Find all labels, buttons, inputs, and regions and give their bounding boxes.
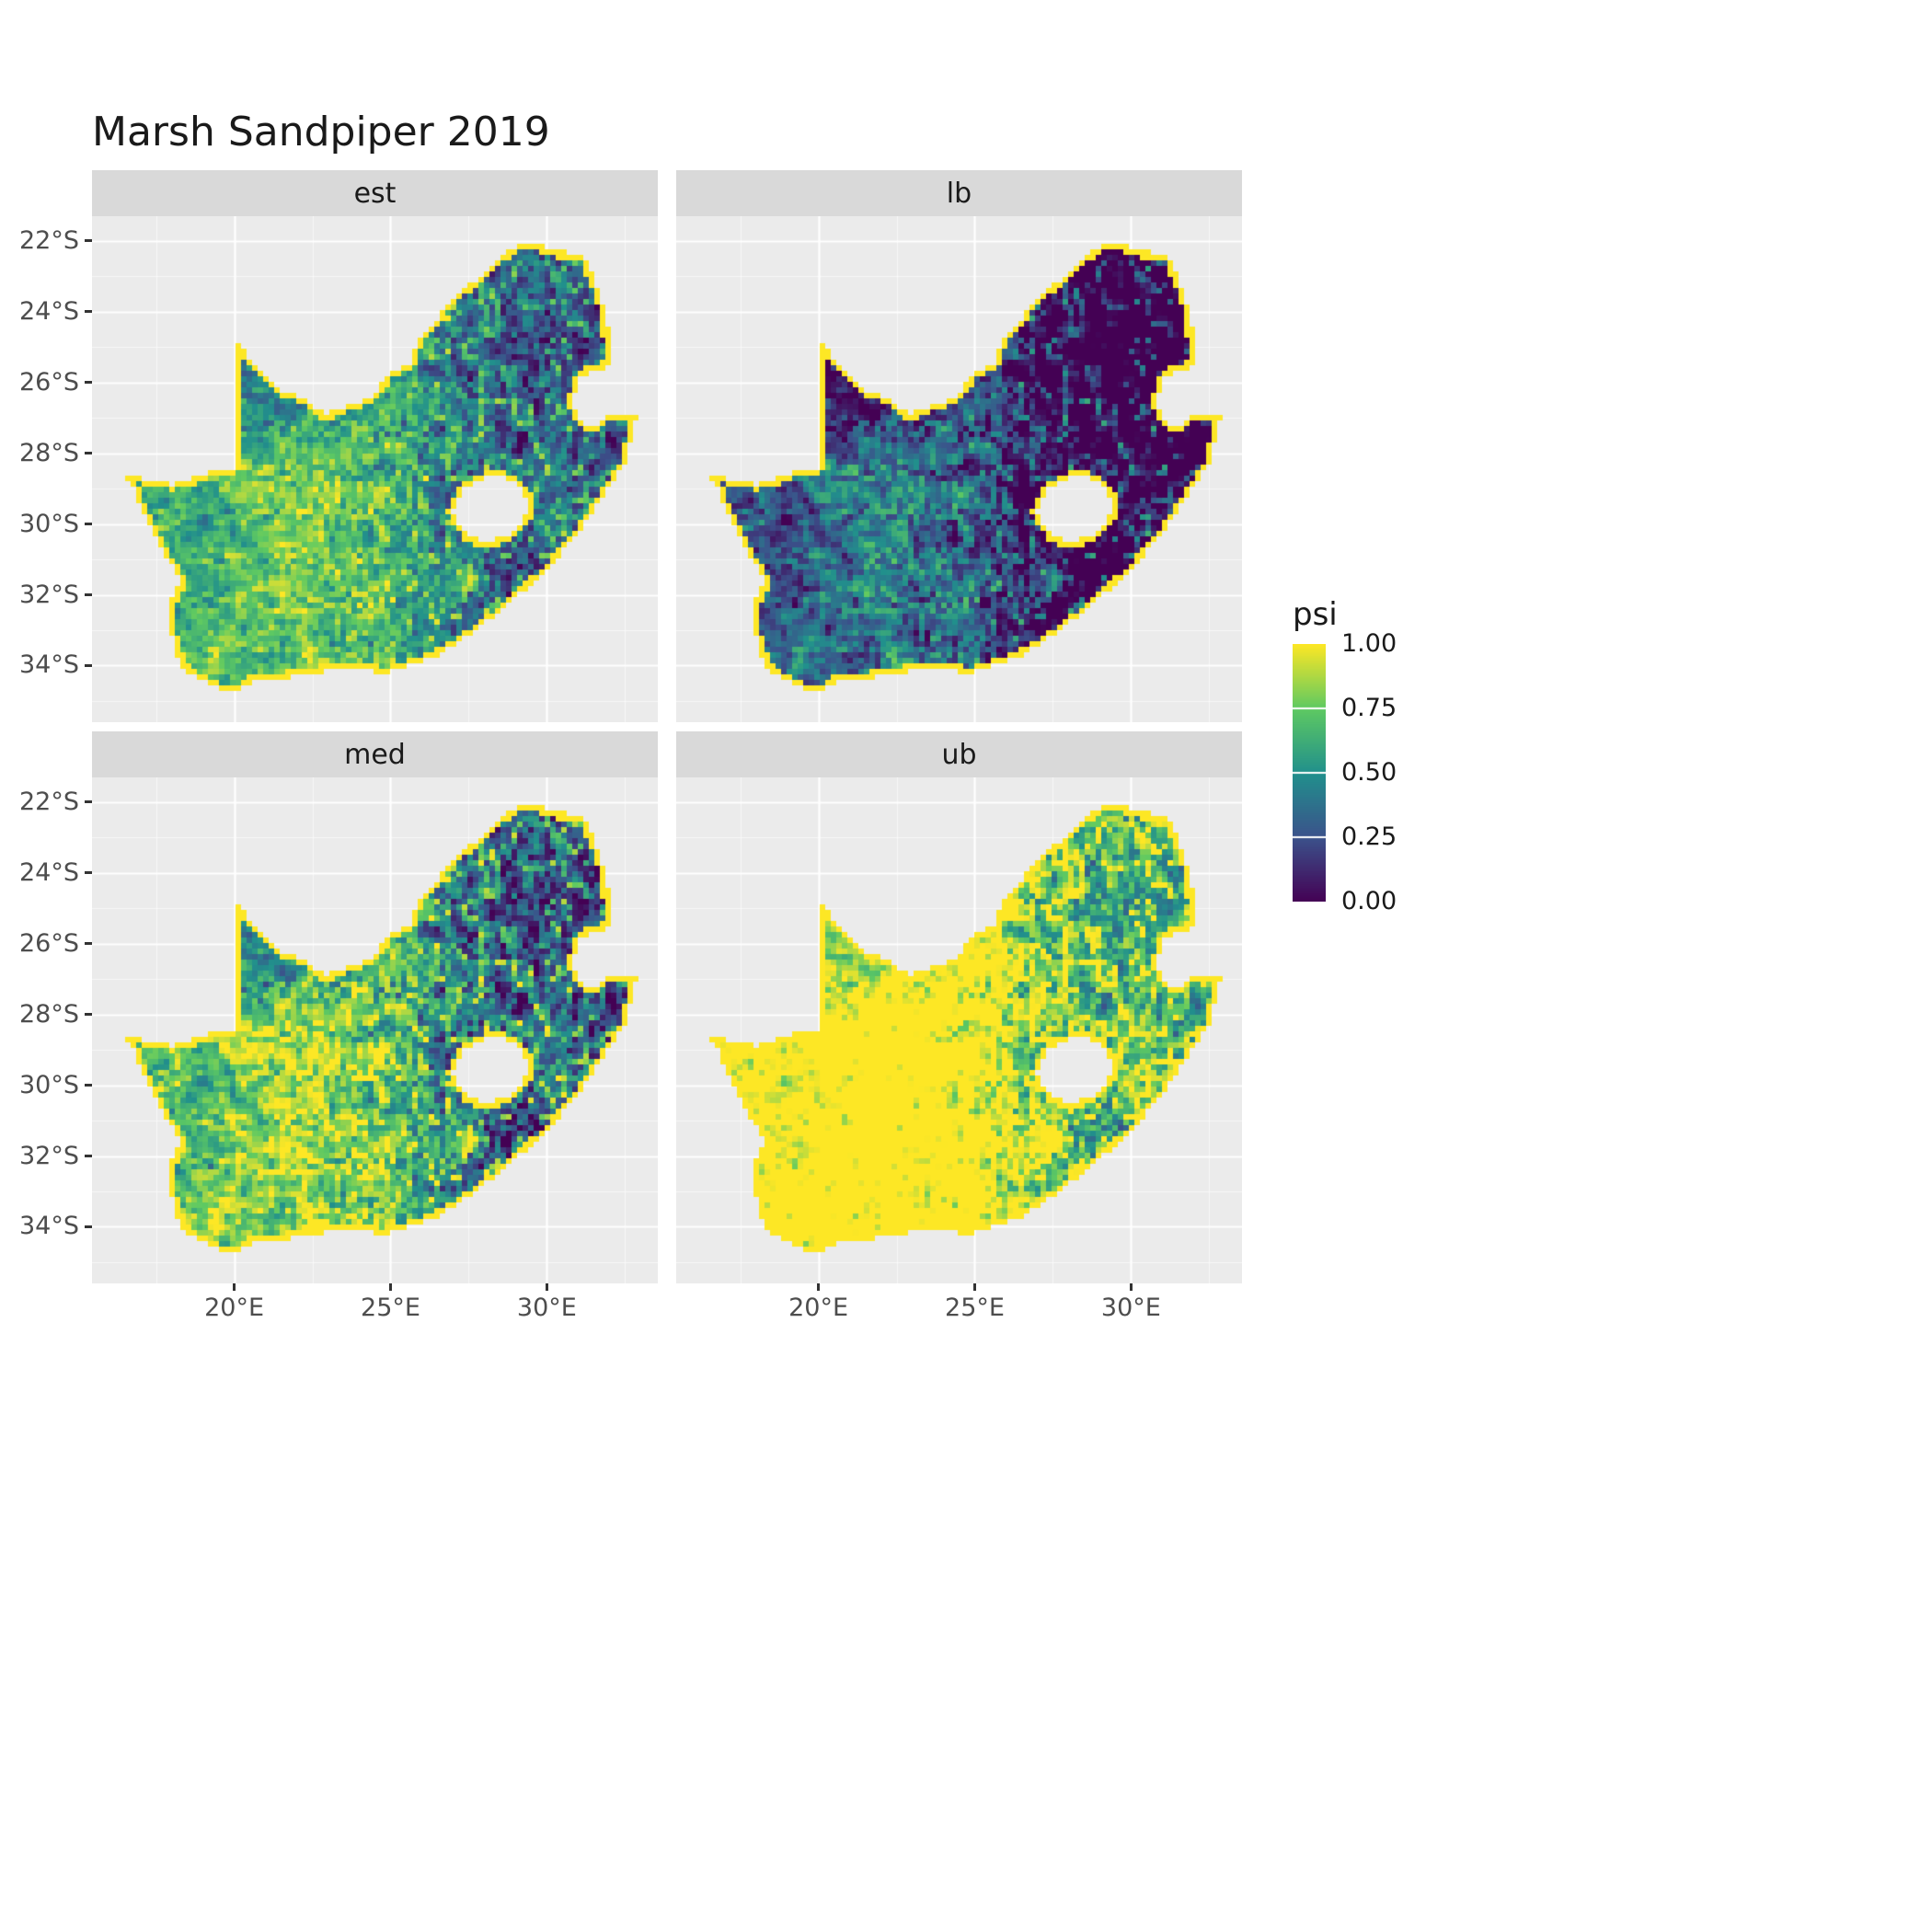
legend-tick-label: 0.00 [1341,887,1397,915]
y-axis-tick [85,1013,92,1017]
x-axis-tick-label: 25°E [361,1294,420,1322]
legend-title: psi [1293,596,1338,633]
y-axis-tick-label: 28°S [19,438,79,467]
colorbar [1293,644,1326,902]
legend-tick-label: 0.25 [1341,822,1397,851]
x-axis-tick-label: 20°E [788,1294,849,1322]
y-axis-tick-label: 32°S [19,1141,79,1170]
y-axis-tick-label: 26°S [19,367,79,397]
facet-panel-lb: lb [676,170,1242,722]
facet-strip-label: est [353,177,397,210]
legend-tick-label: 0.75 [1341,694,1397,722]
facet-strip-label: lb [946,177,972,210]
y-axis-tick [85,942,92,946]
y-axis-tick [85,871,92,875]
legend-tick-label: 1.00 [1341,629,1397,658]
facet-map-canvas-med [92,777,658,1283]
x-axis-tick-label: 30°E [516,1294,577,1322]
y-axis-tick [85,310,92,314]
facet-map-canvas-lb [676,216,1242,722]
y-axis-tick-label: 28°S [19,999,79,1029]
y-axis-tick [85,1155,92,1158]
facet-strip-label: med [344,738,406,771]
y-axis-tick-label: 26°S [19,928,79,958]
x-axis-tick [233,1283,236,1291]
facet-strip: ub [676,731,1242,777]
y-axis-tick [85,1225,92,1228]
x-axis-tick-label: 30°E [1100,1294,1161,1322]
y-axis-tick [85,381,92,385]
y-axis-tick [85,452,92,455]
legend-tick-label: 0.50 [1341,758,1397,787]
plot-title: Marsh Sandpiper 2019 [92,109,550,155]
y-axis-tick-label: 30°S [19,1070,79,1099]
facet-map-canvas-est [92,216,658,722]
x-axis-tick [817,1283,821,1291]
facet-strip: med [92,731,658,777]
x-axis-tick-label: 20°E [204,1294,265,1322]
y-axis-tick-label: 32°S [19,580,79,609]
facet-panel-est: est [92,170,658,722]
y-axis-tick-label: 30°S [19,509,79,538]
facet-strip-label: ub [941,738,977,771]
y-axis-tick-label: 34°S [19,1212,79,1241]
x-axis-tick [388,1283,392,1291]
y-axis-tick-label: 22°S [19,225,79,255]
x-axis-tick [1129,1283,1133,1291]
y-axis-tick-label: 24°S [19,857,79,887]
x-axis-tick [972,1283,976,1291]
y-axis-tick [85,800,92,804]
y-axis-tick-label: 34°S [19,650,79,680]
y-axis-tick [85,1084,92,1087]
y-axis-tick-label: 24°S [19,296,79,326]
facet-strip: lb [676,170,1242,216]
facet-panel-med: med [92,731,658,1283]
y-axis-tick [85,239,92,243]
y-axis-tick [85,663,92,667]
facet-panel-ub: ub [676,731,1242,1283]
y-axis-tick [85,523,92,526]
x-axis-tick-label: 25°E [945,1294,1005,1322]
x-axis-tick [545,1283,548,1291]
facet-map-canvas-ub [676,777,1242,1283]
y-axis-tick-label: 22°S [19,787,79,816]
y-axis-tick [85,593,92,597]
facet-strip: est [92,170,658,216]
